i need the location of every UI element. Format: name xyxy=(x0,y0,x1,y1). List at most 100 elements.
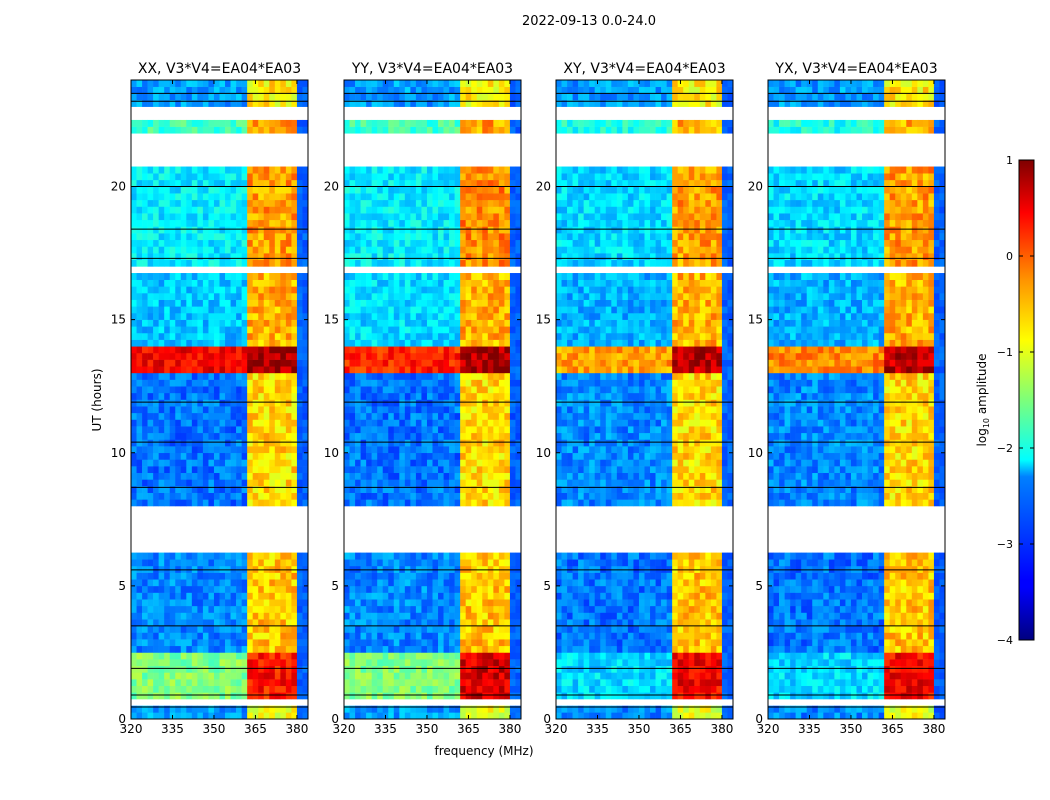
heatmap-cell xyxy=(432,179,439,187)
heatmap-cell xyxy=(388,279,395,287)
heatmap-cell xyxy=(421,366,428,374)
heatmap-cell xyxy=(426,233,433,241)
heatmap-cell xyxy=(175,585,182,593)
heatmap-cell xyxy=(197,499,204,507)
heatmap-cell xyxy=(509,619,516,627)
heatmap-cell xyxy=(487,299,494,307)
heatmap-cell xyxy=(482,366,489,374)
heatmap-cell xyxy=(454,166,461,174)
heatmap-cell xyxy=(269,459,276,467)
heatmap-cell xyxy=(421,665,428,673)
heatmap-cell xyxy=(280,486,287,493)
heatmap-cell xyxy=(296,173,303,181)
heatmap-cell xyxy=(136,592,143,600)
heatmap-cell xyxy=(498,665,505,673)
heatmap-cell xyxy=(443,645,450,653)
heatmap-cell xyxy=(274,619,281,627)
heatmap-cell xyxy=(131,619,137,627)
heatmap-cell xyxy=(509,712,516,720)
heatmap-cell xyxy=(197,426,204,434)
heatmap-cell xyxy=(191,199,198,207)
heatmap-cell xyxy=(415,459,422,467)
heatmap-cell xyxy=(147,446,154,454)
heatmap-cell xyxy=(515,705,522,713)
heatmap-cell xyxy=(131,359,137,367)
heatmap-cell xyxy=(432,652,439,660)
heatmap-cell xyxy=(191,246,198,254)
heatmap-cell xyxy=(460,452,466,460)
heatmap-cell xyxy=(236,419,242,427)
heatmap-cell xyxy=(131,193,137,201)
heatmap-cell xyxy=(147,705,154,713)
heatmap-cell xyxy=(191,412,198,420)
heatmap-cell xyxy=(131,86,137,94)
heatmap-cell xyxy=(487,193,494,201)
heatmap-cell xyxy=(164,386,171,394)
heatmap-cell xyxy=(360,226,367,234)
heatmap-cell xyxy=(269,226,276,234)
heatmap-cell xyxy=(158,592,165,600)
heatmap-cell xyxy=(280,692,287,700)
heatmap-cell xyxy=(158,499,165,507)
heatmap-cell xyxy=(493,412,500,420)
heatmap-cell xyxy=(487,286,494,294)
heatmap-cell xyxy=(504,359,511,367)
heatmap-cell xyxy=(504,452,511,460)
heatmap-cell xyxy=(355,619,361,627)
heatmap-cell xyxy=(371,332,378,340)
heatmap-cell xyxy=(443,652,450,660)
heatmap-cell xyxy=(509,439,516,447)
heatmap-cell xyxy=(280,199,287,207)
heatmap-cell xyxy=(460,446,466,454)
heatmap-cell xyxy=(175,479,182,487)
heatmap-cell xyxy=(258,126,265,134)
heatmap-cell xyxy=(153,259,159,267)
heatmap-cell xyxy=(208,219,215,227)
heatmap-cell xyxy=(213,492,220,500)
heatmap-cell xyxy=(443,406,450,414)
heatmap-cell xyxy=(482,179,489,187)
heatmap-cell xyxy=(415,379,422,387)
heatmap-cell xyxy=(454,219,461,227)
heatmap-cell xyxy=(158,492,165,500)
heatmap-cell xyxy=(509,166,516,174)
heatmap-cell xyxy=(236,312,242,320)
heatmap-cell xyxy=(213,366,220,374)
heatmap-cell xyxy=(465,399,472,407)
heatmap-cell xyxy=(460,572,466,580)
heatmap-cell xyxy=(471,173,478,181)
heatmap-cell xyxy=(142,459,148,467)
heatmap-cell xyxy=(410,652,417,660)
heatmap-cell xyxy=(247,632,253,640)
heatmap-cell xyxy=(349,379,356,387)
heatmap-cell xyxy=(291,585,298,593)
heatmap-cell xyxy=(476,439,483,447)
heatmap-cell xyxy=(366,632,372,640)
heatmap-cell xyxy=(274,632,281,640)
heatmap-cell xyxy=(388,339,395,347)
heatmap-cell xyxy=(482,239,489,247)
heatmap-cell xyxy=(509,379,516,387)
heatmap-cell xyxy=(191,499,198,507)
heatmap-cell xyxy=(410,173,417,181)
heatmap-cell xyxy=(247,259,253,267)
heatmap-cell xyxy=(382,306,389,314)
heatmap-cell xyxy=(291,625,298,633)
heatmap-cell xyxy=(186,166,193,174)
heatmap-cell xyxy=(476,632,483,640)
heatmap-cell xyxy=(432,379,439,387)
heatmap-cell xyxy=(360,572,367,580)
heatmap-cell xyxy=(454,486,461,493)
heatmap-cell xyxy=(291,80,298,87)
heatmap-cell xyxy=(225,359,231,367)
heatmap-cell xyxy=(230,226,237,234)
heatmap-cell xyxy=(197,312,204,320)
heatmap-cell xyxy=(164,645,171,653)
heatmap-cell xyxy=(349,579,356,587)
heatmap-cell xyxy=(509,253,516,261)
heatmap-cell xyxy=(225,213,231,221)
heatmap-cell xyxy=(399,659,406,667)
heatmap-cell xyxy=(213,665,220,673)
heatmap-cell xyxy=(366,639,372,647)
heatmap-cell xyxy=(225,253,231,261)
